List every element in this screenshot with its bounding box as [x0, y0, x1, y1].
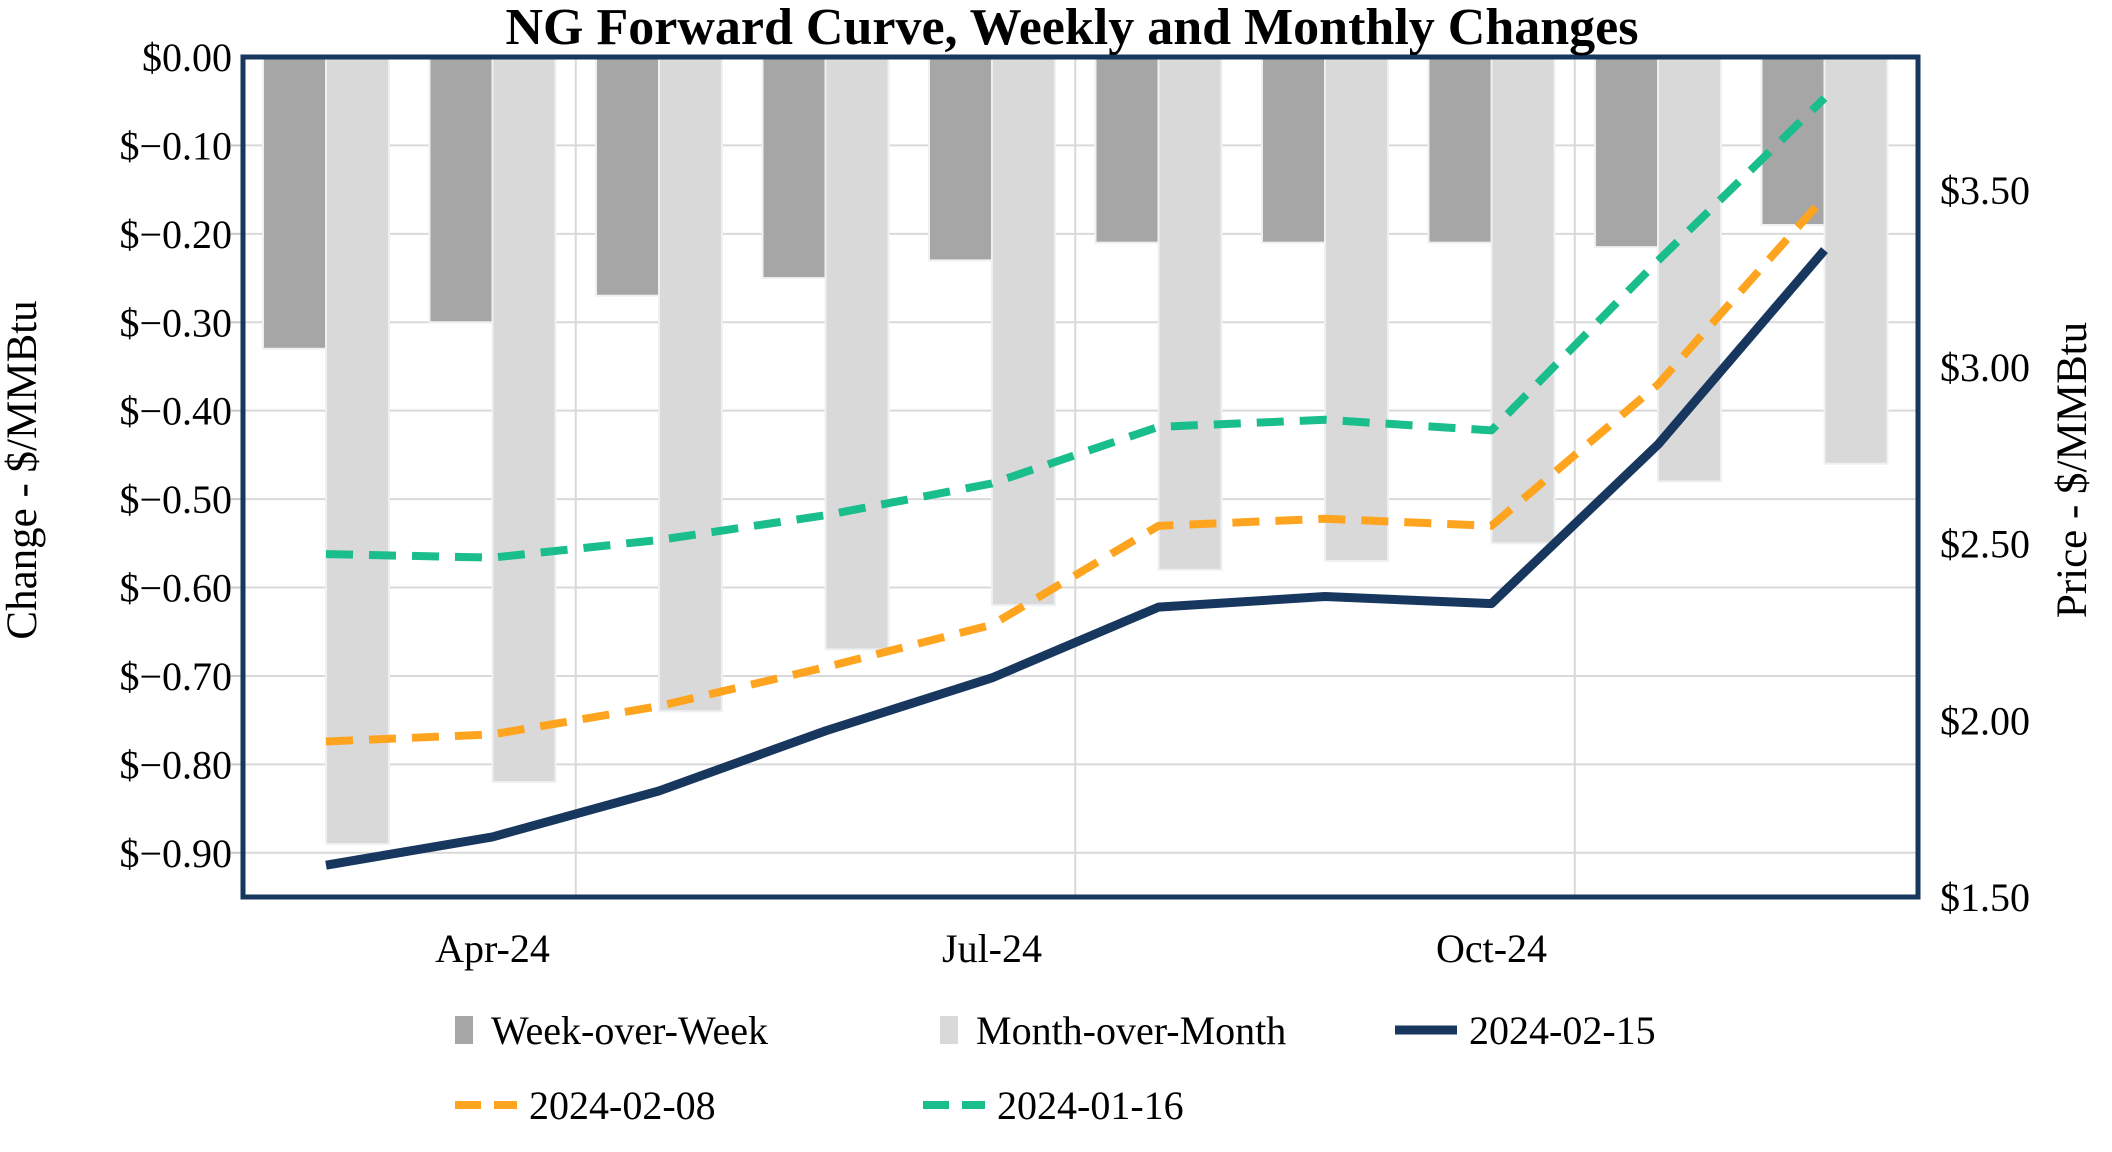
left-axis-title: Change - $/MMBtu: [0, 300, 46, 639]
left-axis-labels: $0.00 $−0.10 $−0.20 $−0.30 $−0.40 $−0.50 $−0.6…: [119, 35, 232, 876]
bar: [824, 56, 890, 651]
legend-label-Week-over-Week: Week-over-Week: [491, 1008, 768, 1053]
right-axis-tick-label: $3.00: [1940, 345, 2030, 390]
bar-series-week-over-week: [262, 56, 1826, 350]
left-axis-tick-label: $−0.70: [119, 654, 232, 699]
bar: [1261, 56, 1326, 244]
bar: [928, 56, 993, 262]
plot-border: [240, 54, 1921, 900]
bar: [1657, 56, 1722, 483]
right-axis-tick-label: $2.00: [1940, 698, 2030, 743]
left-axis-tick-label: $−0.60: [119, 566, 232, 611]
bar: [1324, 56, 1389, 562]
bar: [1094, 56, 1160, 244]
left-axis-tick-label: $−0.90: [119, 831, 232, 876]
legend-key-Month-over-Month: [940, 1016, 958, 1044]
legend: Week-over-Week Month-over-Month 2024-02-15…: [455, 1008, 1656, 1128]
left-axis-tick-label: $0.00: [142, 35, 232, 80]
bar: [1427, 56, 1493, 244]
x-axis-labels: Apr-24 Jul-24 Oct-24: [435, 926, 1547, 971]
left-axis-tick-label: $−0.50: [119, 477, 232, 522]
left-axis-tick-label: $−0.10: [119, 123, 232, 168]
legend-key-Week-over-Week: [455, 1016, 473, 1044]
line-2024-01-16: [325, 95, 1828, 562]
right-axis-labels: $1.50 $2.00 $2.50 $3.00 $3.50: [1940, 168, 2030, 920]
right-axis-tick-label: $1.50: [1940, 875, 2030, 920]
legend-label-2024-02-15: 2024-02-15: [1469, 1008, 1656, 1053]
x-axis-tick-label: Apr-24: [435, 926, 550, 971]
bar: [761, 56, 827, 280]
x-axis-tick-label: Jul-24: [942, 926, 1042, 971]
bar-series: [262, 56, 1889, 845]
line-2024-02-08: [325, 194, 1828, 746]
left-axis-tick-label: $−0.20: [119, 212, 232, 257]
bar: [658, 56, 723, 713]
right-axis-tick-label: $3.50: [1940, 168, 2030, 213]
left-axis-tick-label: $−0.40: [119, 389, 232, 434]
bar: [1594, 56, 1659, 249]
bar: [1490, 56, 1556, 545]
right-axis-title: Price - $/MMBtu: [2049, 322, 2096, 618]
bar: [428, 56, 494, 324]
bar: [1823, 56, 1889, 465]
bar: [991, 56, 1056, 607]
bar: [1157, 56, 1223, 571]
legend-label-2024-01-16: 2024-01-16: [997, 1083, 1184, 1128]
bar: [262, 56, 327, 350]
legend-label-Month-over-Month: Month-over-Month: [976, 1008, 1286, 1053]
bar: [595, 56, 660, 297]
legend-label-2024-02-08: 2024-02-08: [529, 1083, 716, 1128]
chart-title: NG Forward Curve, Weekly and Monthly Cha…: [506, 0, 1639, 56]
x-axis-tick-label: Oct-24: [1436, 926, 1547, 971]
left-axis-tick-label: $−0.80: [119, 742, 232, 787]
bar: [1760, 56, 1826, 226]
bar-series-month-over-month: [325, 56, 1889, 845]
bar: [491, 56, 557, 784]
left-axis-tick-label: $−0.30: [119, 300, 232, 345]
right-axis-tick-label: $2.50: [1940, 522, 2030, 567]
line-2024-02-15: [325, 247, 1828, 870]
bar: [325, 56, 390, 845]
